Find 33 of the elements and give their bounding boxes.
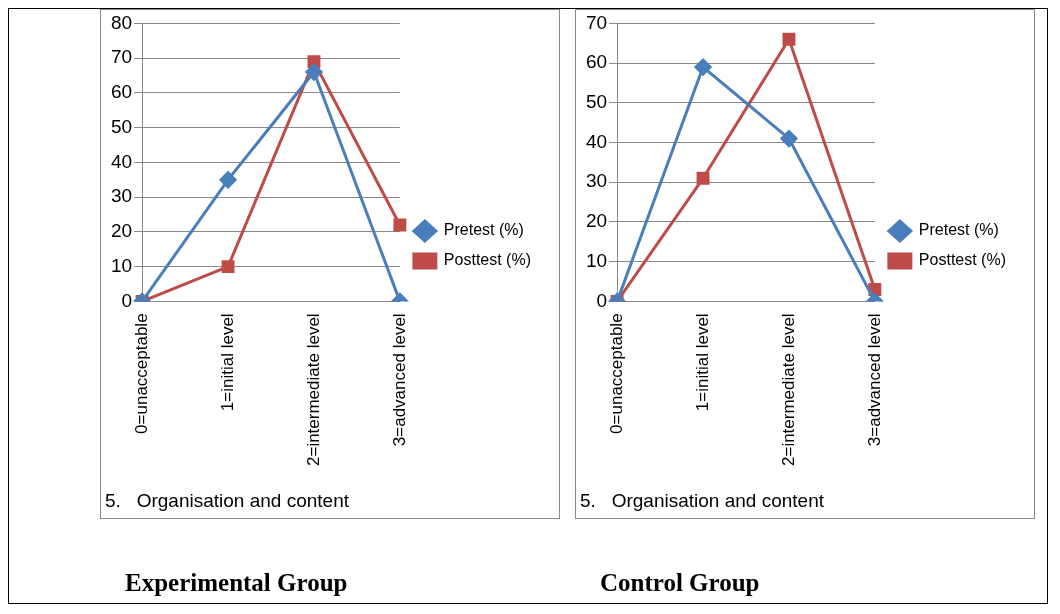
y-tick-label: 60 — [585, 51, 608, 73]
y-tick-label: 40 — [585, 130, 608, 152]
x-tick-label: 0=unacceptable — [606, 313, 626, 434]
legend-label: Posttest (%) — [443, 251, 532, 269]
y-tick-label: 30 — [110, 185, 133, 207]
text: 5. Organisation and content — [580, 490, 824, 512]
y-tick-label: 50 — [585, 91, 608, 113]
text: Experimental Group — [124, 569, 349, 597]
y-tick-label: 0 — [596, 289, 608, 311]
y-tick-label: 70 — [110, 46, 133, 68]
y-tick-label: 20 — [585, 210, 608, 232]
legend-label: Posttest (%) — [918, 251, 1007, 269]
y-tick-label: 50 — [110, 115, 133, 137]
x-tick-label: 3=advanced level — [389, 313, 409, 447]
y-tick-label: 60 — [110, 81, 133, 103]
x-tick-label: 2=intermediate level — [778, 313, 798, 467]
x-tick-label: 2=intermediate level — [303, 313, 323, 467]
y-tick-label: 10 — [585, 249, 608, 271]
y-tick-label: 30 — [585, 170, 608, 192]
legend-label: Pretest (%) — [443, 221, 524, 239]
y-tick-label: 20 — [110, 220, 133, 242]
y-tick-label: 0 — [121, 289, 133, 311]
y-tick-label: 80 — [110, 11, 133, 33]
y-tick-label: 70 — [585, 11, 608, 33]
y-tick-label: 10 — [110, 254, 133, 276]
y-tick-label: 40 — [110, 150, 133, 172]
legend-label: Pretest (%) — [918, 221, 999, 239]
x-tick-label: 1=initial level — [217, 313, 237, 412]
x-tick-label: 0=unacceptable — [131, 313, 151, 434]
x-tick-label: 3=advanced level — [864, 313, 884, 447]
x-tick-label: 1=initial level — [692, 313, 712, 412]
text: 5. Organisation and content — [105, 490, 349, 512]
text: Control Group — [599, 569, 761, 597]
